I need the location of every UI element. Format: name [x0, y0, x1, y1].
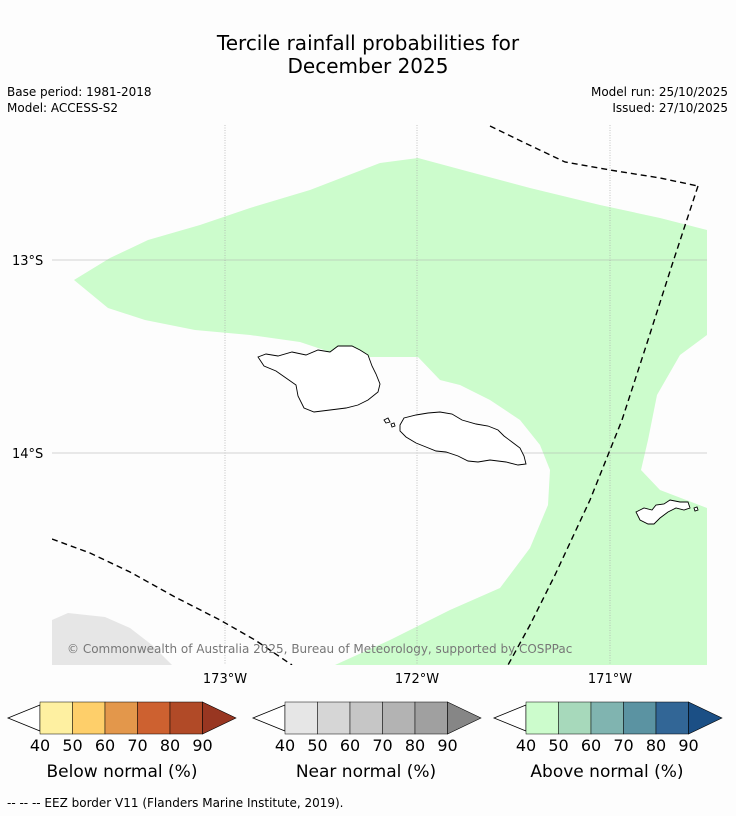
island-upolu: [399, 411, 527, 466]
eez-border-north: [489, 125, 699, 187]
legend-above-tick-50: 50: [548, 736, 569, 755]
legend-near-box-0: [284, 701, 318, 735]
legend-above: [492, 701, 723, 735]
legend-below-box-1: [72, 701, 106, 735]
legend-below-box-0: [39, 701, 73, 735]
legend-near-tick-60: 60: [339, 736, 361, 755]
legend-near-tick-50: 50: [307, 736, 328, 755]
island-savaii: [257, 345, 381, 413]
eez-footnote: -- -- -- EEZ border V11 (Flanders Marine…: [7, 796, 344, 810]
legend-near-tick-70: 70: [372, 736, 393, 755]
lon-label-171w: 171°W: [588, 672, 632, 687]
legend-below-tick-60: 60: [94, 736, 116, 755]
eez-borders: [52, 125, 699, 665]
legend-above-tick-40: 40: [515, 736, 537, 755]
map-frame: [52, 125, 707, 665]
legend-above-high-arrow: [688, 701, 723, 735]
eez-border-southwest: [52, 538, 293, 665]
legend-near-box-1: [317, 701, 351, 735]
island-manono: [383, 417, 391, 424]
legend-near-high-arrow: [447, 701, 482, 735]
legend-below-tick-50: 50: [62, 736, 83, 755]
lon-label-173w: 173°W: [203, 672, 247, 687]
legend-below-tick-40: 40: [29, 736, 51, 755]
legend-below-tick-80: 80: [159, 736, 181, 755]
legend-above-box-3: [623, 701, 657, 735]
legend-below-box-4: [169, 701, 203, 735]
near-normal-region: [52, 613, 172, 665]
graticule: [52, 125, 707, 665]
legend-below-box-3: [137, 701, 171, 735]
model-run: Model run: 25/10/2025: [590, 85, 728, 99]
legend-above-low-arrow: [492, 704, 527, 732]
map-title-line1: Tercile rainfall probabilities for: [216, 31, 520, 55]
legend-near-box-2: [349, 701, 383, 735]
legend-below-title: Below normal (%): [46, 762, 198, 782]
issued-date: Issued: 27/10/2025: [612, 101, 728, 115]
legend-above-title: Above normal (%): [530, 762, 684, 782]
legend-above-box-0: [525, 701, 559, 735]
map-title-line2: December 2025: [287, 54, 449, 78]
legend-below-tick-70: 70: [127, 736, 148, 755]
legend-below-high-arrow: [202, 701, 237, 735]
legend-above-box-2: [590, 701, 624, 735]
legend-near-box-4: [414, 701, 448, 735]
legend-below-low-arrow: [6, 704, 41, 732]
legend-near-tick-40: 40: [274, 736, 296, 755]
base-period: Base period: 1981-2018: [7, 85, 152, 99]
coastlines: [257, 345, 699, 525]
copyright-notice: © Commonwealth of Australia 2025, Bureau…: [67, 642, 572, 656]
legend-near-tick-80: 80: [404, 736, 426, 755]
lat-label-13s: 13°S: [12, 254, 43, 269]
legend-near-low-arrow: [251, 704, 286, 732]
legend-above-tick-80: 80: [645, 736, 667, 755]
legend-near: [251, 701, 482, 735]
lon-label-172w: 172°W: [395, 672, 439, 687]
legend-above-box-4: [655, 701, 689, 735]
legend-above-box-1: [558, 701, 592, 735]
legend-near-box-3: [382, 701, 416, 735]
legend-near-title: Near normal (%): [295, 762, 437, 782]
model-name: Model: ACCESS-S2: [7, 101, 119, 115]
legend-below-box-2: [104, 701, 138, 735]
island-apolima: [390, 422, 396, 428]
lat-label-14s: 14°S: [12, 447, 43, 462]
above-normal-region: [74, 158, 707, 665]
island-aunuu: [693, 506, 699, 512]
legend-near-tick-90: 90: [437, 736, 458, 755]
legend-above-tick-70: 70: [613, 736, 634, 755]
legend-below: [6, 701, 237, 735]
legend-above-tick-90: 90: [678, 736, 699, 755]
legend-above-tick-60: 60: [580, 736, 602, 755]
eez-border-east: [507, 185, 699, 665]
island-tutuila: [635, 499, 691, 525]
legend-below-tick-90: 90: [192, 736, 213, 755]
